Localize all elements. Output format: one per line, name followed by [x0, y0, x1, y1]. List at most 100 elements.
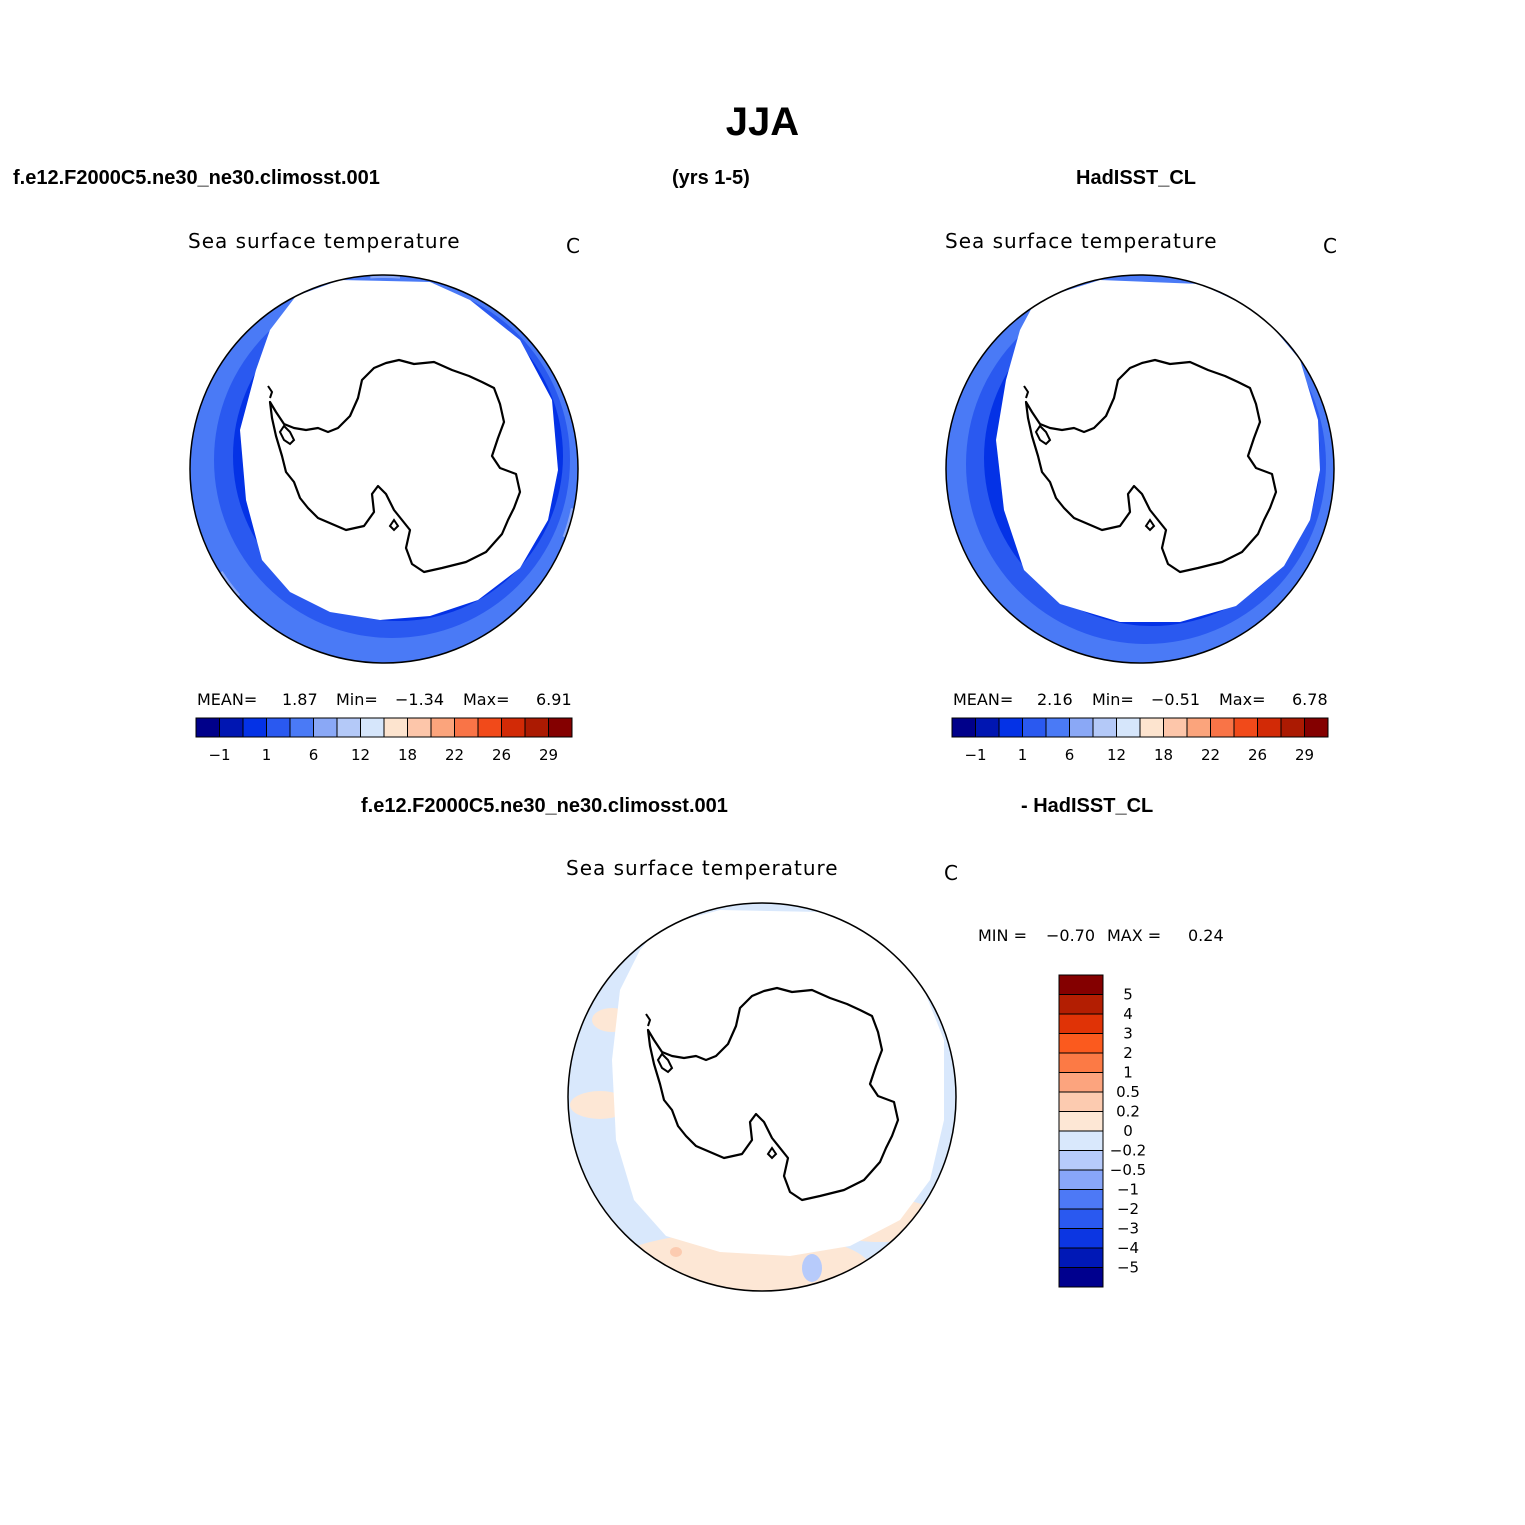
colorbar-tick-label: 0.2 — [1116, 1103, 1140, 1121]
figure-title: JJA — [725, 100, 800, 144]
colorbar-box — [1058, 1052, 1104, 1073]
colorbar-box — [1058, 1208, 1104, 1229]
colorbar-tick-label: 4 — [1123, 1005, 1133, 1023]
panel1-colorbar: −1 1 6 12 18 22 26 29 — [195, 717, 573, 764]
colorbar-tick-label: 26 — [1248, 746, 1267, 764]
colorbar-box — [1210, 717, 1235, 738]
colorbar-tick-label: −1 — [208, 746, 230, 764]
colorbar-tick-label: 6 — [309, 746, 319, 764]
colorbar-box — [1058, 1267, 1104, 1288]
panel1-title: Sea surface temperature — [188, 229, 461, 253]
panel2-min-label: Min= — [1092, 690, 1134, 709]
colorbar-tick-label: −5 — [1117, 1259, 1139, 1277]
reference-name: HadISST_CL — [1076, 167, 1197, 189]
colorbar-tick-label: −4 — [1117, 1239, 1139, 1257]
colorbar-tick-label: −1 — [964, 746, 986, 764]
colorbar-box — [195, 717, 220, 738]
colorbar-box — [1058, 1033, 1104, 1054]
colorbar-box — [1058, 1228, 1104, 1249]
colorbar-box — [454, 717, 479, 738]
colorbar-tick-label: 18 — [398, 746, 417, 764]
colorbar-box — [1233, 717, 1258, 738]
colorbar-box — [1022, 717, 1047, 738]
panel2-max-label: Max= — [1219, 690, 1266, 709]
panel3-map — [567, 902, 957, 1292]
panel2-map — [945, 274, 1335, 664]
colorbar-box — [1058, 1247, 1104, 1268]
colorbar-box — [1058, 1150, 1104, 1171]
panel1-units: C — [566, 234, 580, 258]
panel2-colorbar: −1 1 6 12 18 22 26 29 — [951, 717, 1329, 764]
colorbar-box — [524, 717, 549, 738]
colorbar-box — [1058, 1169, 1104, 1190]
colorbar-box — [1058, 994, 1104, 1015]
panel2-mean-value: 2.16 — [1037, 690, 1073, 709]
colorbar-tick-label: −3 — [1117, 1220, 1139, 1238]
colorbar-box — [242, 717, 267, 738]
colorbar-tick-label: 12 — [1107, 746, 1126, 764]
colorbar-box — [548, 717, 573, 738]
colorbar-box — [289, 717, 314, 738]
years-label: (yrs 1-5) — [672, 167, 750, 189]
colorbar-box — [1069, 717, 1094, 738]
colorbar-box — [360, 717, 385, 738]
colorbar-tick-label: 3 — [1123, 1025, 1133, 1043]
colorbar-tick-label: 26 — [492, 746, 511, 764]
panel1-mean-label: MEAN= — [197, 690, 258, 709]
colorbar-tick-label: 5 — [1123, 986, 1133, 1004]
colorbar-tick-label: 18 — [1154, 746, 1173, 764]
colorbar-box — [501, 717, 526, 738]
colorbar-box — [1116, 717, 1141, 738]
case-name: f.e12.F2000C5.ne30_ne30.climosst.001 — [13, 167, 380, 189]
colorbar-tick-label: 29 — [1295, 746, 1314, 764]
colorbar-box — [1058, 1130, 1104, 1151]
colorbar-box — [1058, 1013, 1104, 1034]
colorbar-box — [430, 717, 455, 738]
colorbar-box — [383, 717, 408, 738]
colorbar-box — [1186, 717, 1211, 738]
colorbar-tick-label: −0.2 — [1110, 1142, 1146, 1160]
panel1-max-label: Max= — [463, 690, 510, 709]
colorbar-tick-label: 1 — [1123, 1064, 1133, 1082]
colorbar-box — [1257, 717, 1282, 738]
colorbar-box — [1058, 1072, 1104, 1093]
colorbar-tick-label: 0.5 — [1116, 1083, 1140, 1101]
panel1-max-value: 6.91 — [536, 690, 572, 709]
diff-colorbar: 54 32 10.5 0.20 −0.2−0.5 −1−2 −3−4 −5 — [1058, 974, 1146, 1288]
colorbar-box — [219, 717, 244, 738]
panel2-mean-label: MEAN= — [953, 690, 1014, 709]
colorbar-box — [1163, 717, 1188, 738]
colorbar-box — [1058, 974, 1104, 995]
panel2-max-value: 6.78 — [1292, 690, 1328, 709]
colorbar-tick-label: 2 — [1123, 1044, 1133, 1062]
panel3-min-label: MIN = — [978, 926, 1027, 945]
colorbar-box — [1058, 1111, 1104, 1132]
colorbar-tick-label: 6 — [1065, 746, 1075, 764]
colorbar-tick-label: −0.5 — [1110, 1161, 1146, 1179]
colorbar-box — [951, 717, 976, 738]
panel1-min-value: −1.34 — [395, 690, 445, 709]
diff-case-name: f.e12.F2000C5.ne30_ne30.climosst.001 — [361, 795, 728, 817]
colorbar-box — [477, 717, 502, 738]
colorbar-box — [407, 717, 432, 738]
colorbar-box — [1280, 717, 1305, 738]
diff-reference-name: - HadISST_CL — [1021, 795, 1154, 817]
panel2-min-value: −0.51 — [1151, 690, 1201, 709]
panel3-min-value: −0.70 — [1046, 926, 1096, 945]
colorbar-tick-label: 1 — [1018, 746, 1028, 764]
colorbar-tick-label: 22 — [1201, 746, 1220, 764]
colorbar-box — [998, 717, 1023, 738]
panel1-mean-value: 1.87 — [282, 690, 318, 709]
colorbar-box — [1058, 1189, 1104, 1210]
colorbar-tick-label: 29 — [539, 746, 558, 764]
panel1-map — [189, 274, 579, 664]
panel3-title: Sea surface temperature — [566, 856, 839, 880]
panel1-min-label: Min= — [336, 690, 378, 709]
panel3-max-label: MAX = — [1107, 926, 1162, 945]
colorbar-box — [1092, 717, 1117, 738]
colorbar-box — [313, 717, 338, 738]
colorbar-box — [1139, 717, 1164, 738]
colorbar-box — [266, 717, 291, 738]
colorbar-tick-label: 12 — [351, 746, 370, 764]
